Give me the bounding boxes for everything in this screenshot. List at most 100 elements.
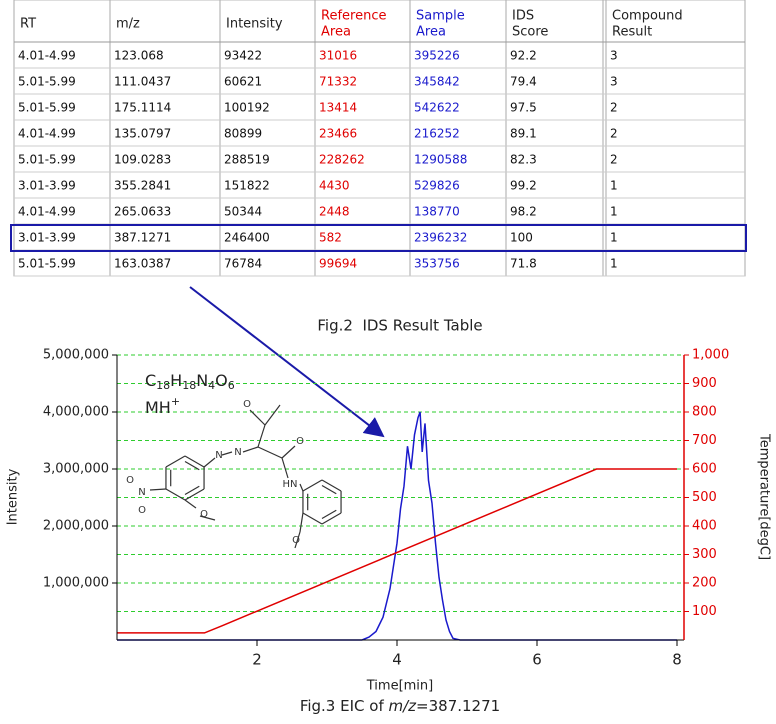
atom-label: HN (283, 479, 298, 490)
table-cell: 542622 (414, 101, 460, 115)
pointer-arrow (189, 286, 385, 438)
formula-element: O (215, 371, 228, 390)
table-cell: 3 (610, 75, 618, 89)
bond (281, 445, 296, 459)
formula-element: H (170, 371, 182, 390)
column-header: Result (612, 25, 652, 40)
bond (321, 512, 342, 525)
x-axis-label: Time[min] (366, 679, 433, 694)
column-header: Score (512, 25, 548, 40)
table-cell: 60621 (224, 75, 262, 89)
y2-tick-label: 600 (692, 462, 717, 477)
table-cell: 4.01-4.99 (18, 49, 76, 63)
bond (249, 409, 266, 426)
table-cell: 98.2 (510, 205, 537, 219)
table-cell: 99694 (319, 257, 357, 271)
atom-label: N (234, 447, 241, 458)
table-cell: 5.01-5.99 (18, 153, 76, 167)
bond (264, 404, 281, 426)
bond (321, 509, 337, 520)
table-cell: 80899 (224, 127, 262, 141)
column-header: Compound (612, 9, 683, 24)
y-tick-label: 4,000,000 (43, 405, 109, 420)
caption-part: m/z (389, 697, 418, 715)
table-cell: 353756 (414, 257, 460, 271)
ion-charge: + (171, 395, 180, 408)
bond (257, 446, 283, 459)
table-cell: 89.1 (510, 127, 537, 141)
highlight-box (10, 224, 747, 252)
table-cell: 111.0437 (114, 75, 171, 89)
y2-tick-label: 900 (692, 376, 717, 391)
formula-subscript: 18 (156, 379, 170, 392)
atom-label: O (292, 535, 300, 546)
table-cell: 2396232 (414, 231, 467, 245)
x-tick-label: 4 (392, 651, 402, 669)
table-caption: Fig.2 IDS Result Table (317, 317, 482, 335)
table-cell: 163.0387 (114, 257, 171, 271)
table-cell: 135.0797 (114, 127, 171, 141)
table-cell: 50344 (224, 205, 262, 219)
bond (321, 484, 337, 495)
table-cell: 265.0633 (114, 205, 171, 219)
y2-tick-label: 400 (692, 519, 717, 534)
table-cell: 3.01-3.99 (18, 231, 76, 245)
table-cell: 1 (610, 231, 618, 245)
y-tick-label: 2,000,000 (43, 519, 109, 534)
table-cell: 395226 (414, 49, 460, 63)
table-cell: 355.2841 (114, 179, 171, 193)
table-cell: 100192 (224, 101, 270, 115)
table-cell: 93422 (224, 49, 262, 63)
ion: MH+ (145, 395, 180, 417)
bond (203, 457, 216, 468)
column-header: IDS (512, 9, 534, 24)
atom-label: O (126, 475, 134, 486)
table-cell: 31016 (319, 49, 357, 63)
data-line (117, 411, 677, 641)
table-cell: 2 (610, 153, 618, 167)
formula-element: N (196, 371, 208, 390)
atom-label: O (243, 399, 251, 410)
table-background (13, 0, 746, 277)
bond (184, 460, 200, 471)
atom-label: O (200, 509, 208, 520)
table-cell: 1290588 (414, 153, 467, 167)
bond (321, 479, 342, 492)
table-cell: 4.01-4.99 (18, 127, 76, 141)
table-cell: 3.01-3.99 (18, 179, 76, 193)
bond (294, 531, 301, 549)
column-header: Area (416, 25, 446, 40)
table-cell: 387.1271 (114, 231, 171, 245)
bond (149, 488, 166, 491)
atom-label: N (138, 487, 145, 498)
table-cell: 1 (610, 205, 618, 219)
table-cell: 79.4 (510, 75, 537, 89)
bond (299, 483, 304, 492)
table-cell: 228262 (319, 153, 365, 167)
table-cell: 82.3 (510, 153, 537, 167)
y-axis-label: Intensity (6, 468, 21, 525)
y2-tick-label: 800 (692, 405, 717, 420)
table-cell: 71332 (319, 75, 357, 89)
bond (281, 457, 289, 479)
bond (184, 455, 205, 468)
x-tick-label: 2 (252, 651, 262, 669)
formula-element: C (145, 371, 156, 390)
y-tick-label: 3,000,000 (43, 462, 109, 477)
table-cell: 288519 (224, 153, 270, 167)
y2-tick-label: 1,000 (692, 348, 729, 363)
bond (165, 455, 186, 468)
y2-tick-label: 700 (692, 433, 717, 448)
table-cell: 100 (510, 231, 533, 245)
table-cell: 97.5 (510, 101, 537, 115)
y-tick-label: 1,000,000 (43, 576, 109, 591)
table-cell: 1 (610, 179, 618, 193)
y-tick-label: 5,000,000 (43, 348, 109, 363)
bond (221, 451, 233, 456)
table-cell: 13414 (319, 101, 357, 115)
chart-caption: Fig.3 EIC of m/z=387.1271 (300, 697, 500, 715)
formula-subscript: 6 (228, 379, 235, 392)
caption-part: Fig.3 EIC of (300, 697, 389, 715)
